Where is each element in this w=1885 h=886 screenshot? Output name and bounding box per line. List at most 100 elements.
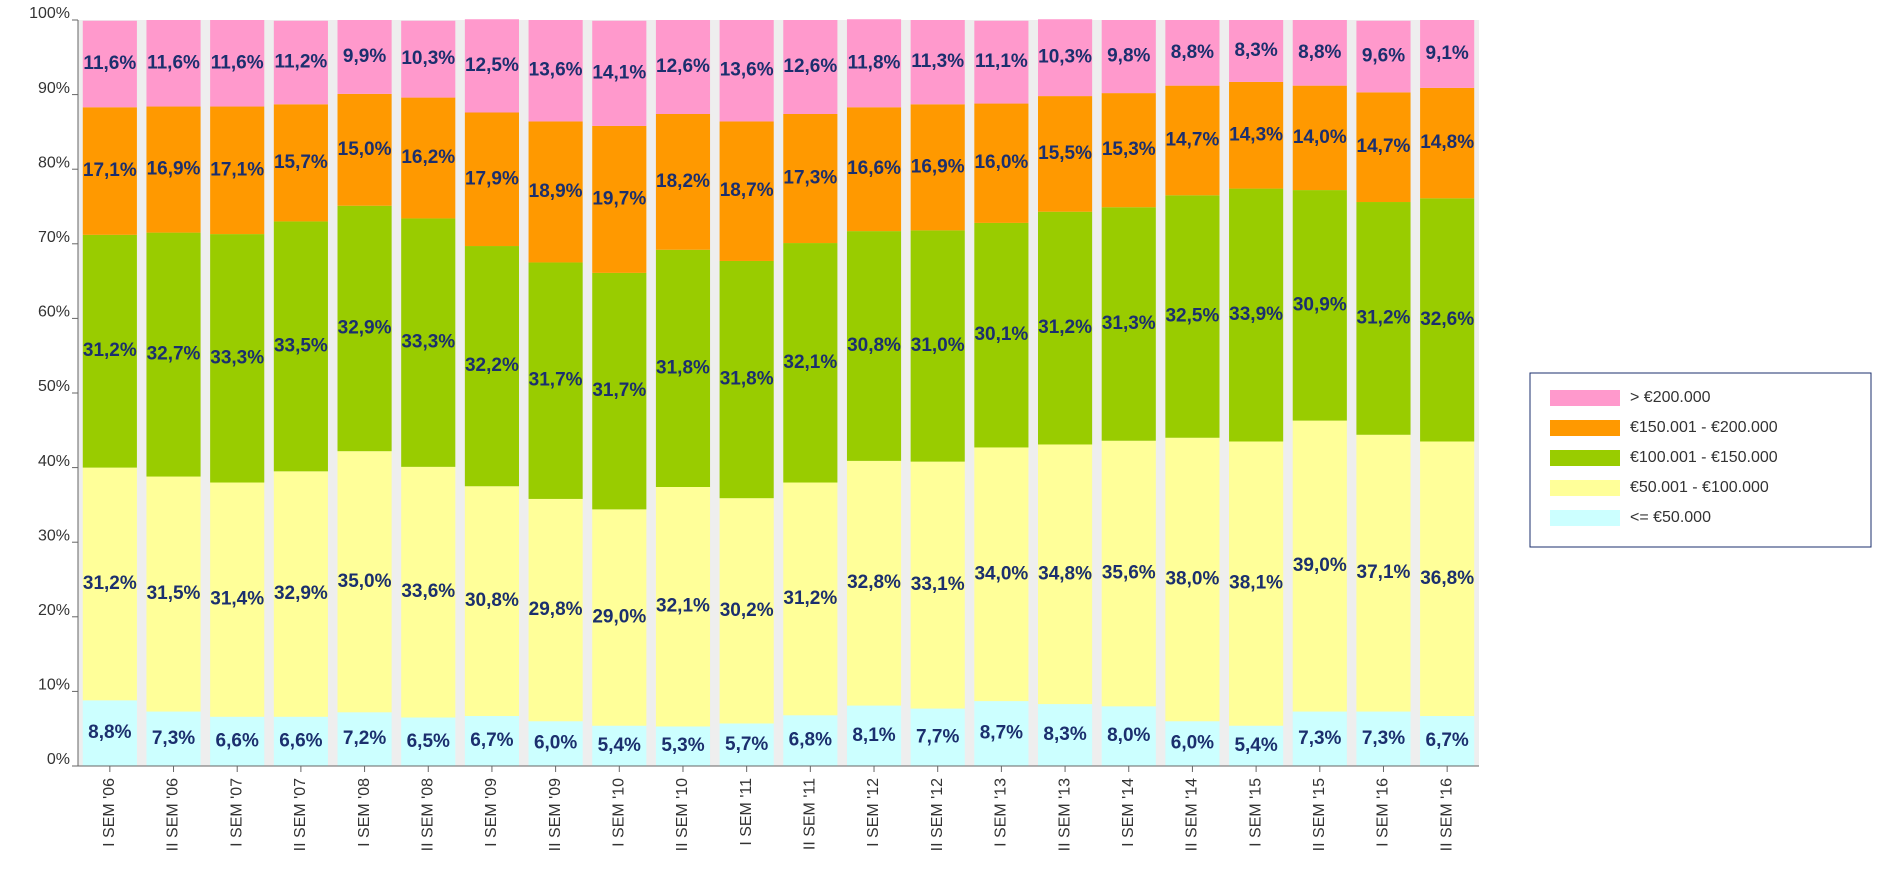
bar-segment (1165, 437, 1220, 722)
value-label: 32,1% (783, 352, 837, 373)
bar-segment (1229, 20, 1284, 82)
value-label: 30,1% (974, 324, 1028, 345)
bar-segment (464, 112, 519, 247)
value-label: 11,1% (975, 51, 1028, 72)
bar-segment (210, 234, 265, 483)
legend-swatch (1550, 450, 1620, 466)
value-label: 9,8% (1107, 46, 1150, 67)
x-tick-label: I SEM '14 (1120, 778, 1137, 847)
bar-segment (146, 106, 201, 233)
bar-segment (1356, 20, 1411, 93)
bar-segment (1165, 721, 1220, 766)
value-label: 33,1% (911, 574, 965, 595)
bar-segment (528, 498, 583, 722)
y-tick-label: 0% (47, 751, 70, 768)
value-label: 32,9% (338, 317, 392, 338)
value-label: 15,0% (338, 139, 392, 160)
y-tick-label: 70% (38, 229, 70, 246)
value-label: 33,3% (210, 347, 264, 368)
bar-segment (1356, 434, 1411, 712)
value-label: 32,2% (465, 355, 519, 376)
value-label: 8,7% (980, 723, 1023, 744)
value-label: 18,7% (720, 180, 774, 201)
bar-segment (910, 104, 965, 231)
y-tick-label: 60% (38, 304, 70, 321)
bar-segment (401, 466, 456, 718)
value-label: 29,0% (592, 607, 646, 628)
value-label: 39,0% (1293, 555, 1347, 576)
value-label: 31,3% (1102, 313, 1156, 334)
value-label: 6,7% (470, 730, 513, 751)
bar-segment (974, 103, 1029, 223)
value-label: 12,5% (465, 55, 519, 76)
value-label: 16,6% (847, 158, 901, 179)
value-label: 5,7% (725, 734, 768, 755)
value-label: 17,1% (210, 159, 264, 180)
bar-segment (1229, 188, 1284, 442)
value-label: 5,4% (598, 735, 641, 756)
bar-segment (846, 460, 902, 706)
value-label: 31,2% (783, 588, 837, 609)
value-label: 16,9% (147, 159, 201, 180)
value-label: 32,6% (1420, 309, 1474, 330)
x-tick-label: I SEM '13 (993, 778, 1010, 847)
bar-segment (464, 246, 519, 487)
value-label: 14,8% (1420, 132, 1474, 153)
bar-segment (464, 716, 519, 766)
bar-segment (910, 461, 965, 709)
value-label: 19,7% (592, 188, 646, 209)
bar-segment (82, 107, 137, 235)
x-tick-label: II SEM '15 (1311, 778, 1328, 851)
value-label: 33,9% (1229, 304, 1283, 325)
value-label: 10,3% (1038, 47, 1092, 68)
x-tick-label: II SEM '07 (292, 778, 309, 851)
bar-segment (82, 234, 137, 468)
value-label: 14,0% (1293, 127, 1347, 148)
bar-segment (846, 705, 902, 766)
bar-segment (273, 104, 328, 222)
legend-swatch (1550, 390, 1620, 406)
bar-segment (273, 221, 328, 472)
bar-segment (783, 243, 838, 483)
bar-segment (1292, 711, 1347, 766)
bar-segment (210, 482, 265, 717)
value-label: 15,3% (1102, 139, 1156, 160)
value-label: 31,2% (83, 573, 137, 594)
value-label: 37,1% (1357, 562, 1411, 583)
value-label: 6,8% (789, 730, 832, 751)
bar-segment (974, 222, 1029, 448)
bar-segment (1420, 87, 1475, 199)
value-label: 7,2% (343, 728, 386, 749)
legend-label: > €200.000 (1630, 389, 1711, 406)
value-label: 33,6% (401, 581, 455, 602)
legend-label: <= €50.000 (1630, 509, 1711, 526)
bar-segment (337, 712, 392, 766)
value-label: 30,8% (465, 590, 519, 611)
value-label: 7,3% (1362, 728, 1405, 749)
value-label: 16,2% (401, 147, 455, 168)
x-tick-label: II SEM '08 (419, 778, 436, 851)
x-tick-label: II SEM '16 (1438, 778, 1455, 851)
value-label: 7,3% (152, 728, 195, 749)
bar-segment (1420, 441, 1475, 717)
value-label: 5,3% (661, 735, 704, 756)
legend-swatch (1550, 420, 1620, 436)
value-label: 34,8% (1038, 563, 1092, 584)
bar-segment (974, 701, 1029, 766)
value-label: 14,1% (592, 62, 646, 83)
legend-label: €100.001 - €150.000 (1630, 449, 1778, 466)
bar-segment (401, 20, 456, 98)
bar-segment (592, 509, 647, 726)
value-label: 8,8% (88, 722, 131, 743)
x-tick-label: II SEM '10 (674, 778, 691, 851)
value-label: 15,7% (274, 152, 328, 173)
bar-segment (464, 19, 519, 113)
y-tick-label: 90% (38, 80, 70, 97)
legend-swatch (1550, 510, 1620, 526)
bar-segment (1356, 711, 1411, 766)
value-label: 8,3% (1043, 724, 1086, 745)
value-label: 11,3% (911, 51, 964, 72)
value-label: 9,9% (343, 46, 386, 67)
bar-segment (1292, 85, 1347, 191)
value-label: 11,2% (274, 52, 327, 73)
